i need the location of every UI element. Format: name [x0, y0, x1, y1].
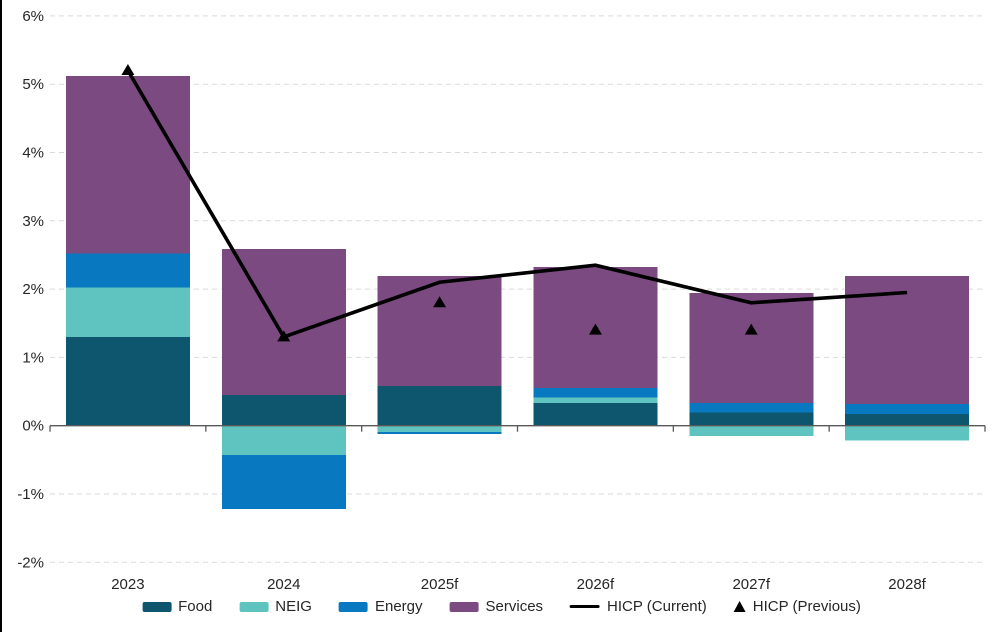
- hicp-previous-marker: [121, 64, 135, 76]
- bar-segment-neig-2025f: [377, 425, 502, 432]
- triangle-up-icon: [733, 601, 746, 612]
- y-axis-label: 2%: [22, 281, 44, 298]
- y-axis-label: 6%: [22, 8, 44, 25]
- bar-segment-energy-2025f: [377, 431, 502, 434]
- hicp-inflation-chart: 6% 5% 4% 3% 2% 1% 0% -1% -2% 2023 2024 2025f 2026f 20…: [17, 8, 986, 593]
- legend-label: Food: [178, 598, 213, 615]
- legend-item-hicp-current: HICP (Current): [570, 598, 707, 615]
- legend-label: HICP (Current): [607, 598, 707, 615]
- bar-segment-energy-2028f: [845, 403, 970, 415]
- y-axis-label: 3%: [22, 213, 44, 230]
- x-axis-label: 2025f: [421, 576, 459, 593]
- legend-label: HICP (Previous): [752, 598, 861, 615]
- legend-label: Services: [485, 598, 544, 615]
- x-axis-label: 2027f: [732, 576, 770, 593]
- bar-segment-food-2026f: [533, 403, 658, 426]
- legend-item-food: Food: [142, 598, 212, 615]
- legend-item-neig: NEIG: [239, 598, 312, 615]
- bar-segment-food-2027f: [689, 412, 814, 426]
- x-axis-label: 2023: [111, 576, 144, 593]
- legend-swatch-energy: [338, 601, 368, 612]
- x-axis-label: 2024: [267, 576, 300, 593]
- y-axis-label: 5%: [22, 76, 44, 93]
- legend-item-services: Services: [449, 598, 544, 615]
- bar-segment-neig-2028f: [845, 425, 970, 441]
- legend-swatch-neig: [239, 601, 269, 612]
- bar-segment-services-2025f: [377, 276, 502, 387]
- hicp-current-line: [126, 69, 908, 340]
- hicp-previous-marker: [588, 323, 602, 335]
- bar-segment-neig-2024: [221, 425, 346, 456]
- chart-legend: Food NEIG Energy Services HICP (Current) HICP…: [142, 598, 861, 615]
- bar-segment-services-2028f: [845, 276, 970, 404]
- bar-segment-services-2023: [65, 76, 190, 254]
- legend-item-hicp-previous: HICP (Previous): [733, 598, 861, 615]
- window-left-border: [0, 0, 2, 632]
- hicp-previous-marker: [744, 323, 758, 335]
- y-axis-label: 1%: [22, 349, 44, 366]
- x-axis-label: 2026f: [577, 576, 615, 593]
- bar-segment-services-2027f: [689, 293, 814, 404]
- legend-label: NEIG: [275, 598, 312, 615]
- bar-segment-food-2023: [65, 336, 190, 426]
- bar-segment-neig-2026f: [533, 397, 658, 404]
- y-axis-label: 4%: [22, 145, 44, 162]
- bar-segment-energy-2023: [65, 253, 190, 288]
- bar-segment-food-2025f: [377, 386, 502, 426]
- legend-item-energy: Energy: [338, 598, 423, 615]
- legend-swatch-food: [142, 601, 172, 612]
- x-axis-label: 2028f: [888, 576, 926, 593]
- y-axis-label: -1%: [17, 486, 44, 503]
- bar-segment-energy-2026f: [533, 388, 658, 398]
- legend-swatch-services: [449, 601, 479, 612]
- hicp-previous-marker: [277, 330, 291, 342]
- bar-segment-neig-2027f: [689, 425, 814, 436]
- bar-segment-energy-2027f: [689, 403, 814, 413]
- y-axis-label: 0%: [22, 418, 44, 435]
- bar-segment-energy-2024: [221, 455, 346, 510]
- line-swatch-icon: [570, 604, 601, 609]
- bar-segment-neig-2023: [65, 287, 190, 337]
- hicp-previous-marker: [433, 296, 447, 308]
- bar-segment-food-2024: [221, 394, 346, 426]
- y-axis-label: -2%: [17, 554, 44, 571]
- legend-label: Energy: [374, 598, 423, 615]
- bar-segment-food-2028f: [845, 414, 970, 426]
